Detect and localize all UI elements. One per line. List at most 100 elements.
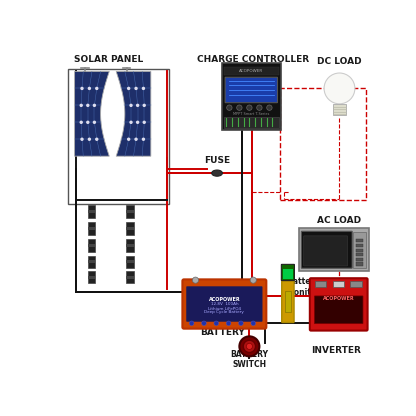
Bar	[126, 239, 134, 252]
Bar	[356, 244, 363, 247]
Circle shape	[81, 87, 83, 89]
Circle shape	[128, 87, 130, 89]
Bar	[350, 281, 362, 287]
Text: BATTERY: BATTERY	[200, 328, 245, 337]
Bar	[126, 227, 134, 230]
Ellipse shape	[212, 170, 223, 176]
Circle shape	[202, 321, 206, 326]
Bar	[353, 232, 366, 268]
Circle shape	[142, 87, 144, 89]
Circle shape	[81, 138, 83, 140]
Circle shape	[239, 337, 260, 357]
Text: CHARGE CONTROLLER: CHARGE CONTROLLER	[197, 54, 310, 64]
Bar	[88, 206, 95, 218]
Bar	[126, 255, 134, 268]
FancyBboxPatch shape	[182, 280, 266, 329]
Bar	[88, 210, 95, 213]
Circle shape	[94, 121, 95, 123]
Circle shape	[135, 138, 137, 140]
Circle shape	[136, 121, 139, 123]
Circle shape	[257, 105, 262, 110]
FancyBboxPatch shape	[304, 236, 347, 266]
Bar	[285, 291, 291, 312]
Circle shape	[87, 121, 89, 123]
Bar	[224, 67, 279, 74]
Text: INVERTER: INVERTER	[311, 346, 361, 355]
FancyBboxPatch shape	[282, 281, 294, 322]
FancyBboxPatch shape	[301, 231, 352, 268]
FancyBboxPatch shape	[281, 264, 295, 280]
Text: 12.8V  100Ah: 12.8V 100Ah	[210, 302, 238, 306]
Circle shape	[251, 321, 255, 326]
Circle shape	[193, 277, 198, 283]
Circle shape	[96, 138, 98, 140]
Bar	[356, 239, 363, 243]
Text: SOLAR PANEL: SOLAR PANEL	[74, 54, 143, 64]
Bar	[356, 258, 363, 261]
Text: AC LOAD: AC LOAD	[317, 216, 362, 225]
Bar	[126, 210, 134, 213]
Circle shape	[142, 138, 144, 140]
Circle shape	[227, 105, 232, 110]
Bar	[126, 206, 134, 218]
Text: BATTERY
SWITCH: BATTERY SWITCH	[230, 350, 268, 369]
Text: ACOPOWER: ACOPOWER	[239, 69, 263, 73]
Bar	[332, 281, 344, 287]
Circle shape	[143, 104, 145, 106]
Circle shape	[243, 340, 255, 352]
Bar	[280, 89, 366, 200]
Circle shape	[189, 321, 194, 326]
Bar	[126, 275, 134, 279]
Bar	[69, 69, 168, 204]
Circle shape	[239, 321, 243, 326]
Circle shape	[130, 104, 132, 106]
FancyBboxPatch shape	[225, 77, 277, 103]
Bar	[126, 223, 134, 235]
Bar	[88, 271, 95, 283]
Bar	[224, 117, 279, 128]
Bar	[283, 270, 292, 279]
Circle shape	[130, 121, 132, 123]
Bar	[356, 253, 363, 256]
Bar	[356, 262, 363, 265]
Circle shape	[94, 104, 95, 106]
Bar	[356, 249, 363, 252]
Bar	[88, 260, 95, 263]
Circle shape	[250, 277, 256, 283]
Circle shape	[143, 121, 145, 123]
Text: Lithium LiFePO4: Lithium LiFePO4	[208, 307, 241, 311]
Text: DC LOAD: DC LOAD	[317, 57, 362, 66]
Circle shape	[96, 87, 98, 89]
Polygon shape	[74, 72, 109, 156]
Bar	[88, 223, 95, 235]
Bar	[126, 244, 134, 247]
FancyBboxPatch shape	[310, 278, 368, 331]
FancyBboxPatch shape	[299, 228, 369, 271]
Bar	[88, 275, 95, 279]
Circle shape	[87, 104, 89, 106]
Bar	[88, 255, 95, 268]
Circle shape	[267, 105, 272, 110]
Bar	[333, 104, 346, 114]
FancyBboxPatch shape	[314, 296, 363, 324]
Bar	[126, 260, 134, 263]
Circle shape	[214, 321, 218, 326]
Bar	[88, 239, 95, 252]
Text: FUSE: FUSE	[204, 156, 230, 165]
FancyBboxPatch shape	[222, 63, 280, 130]
Circle shape	[88, 87, 90, 89]
Bar	[88, 227, 95, 230]
Circle shape	[135, 87, 137, 89]
Bar	[126, 271, 134, 283]
Circle shape	[88, 138, 90, 140]
Text: ACOPOWER: ACOPOWER	[208, 297, 240, 302]
Circle shape	[128, 138, 130, 140]
Circle shape	[324, 73, 355, 104]
Bar	[315, 281, 327, 287]
FancyBboxPatch shape	[186, 286, 262, 322]
Circle shape	[80, 121, 82, 123]
Polygon shape	[116, 72, 151, 156]
Circle shape	[237, 105, 242, 110]
Circle shape	[226, 321, 231, 326]
Bar	[88, 244, 95, 247]
